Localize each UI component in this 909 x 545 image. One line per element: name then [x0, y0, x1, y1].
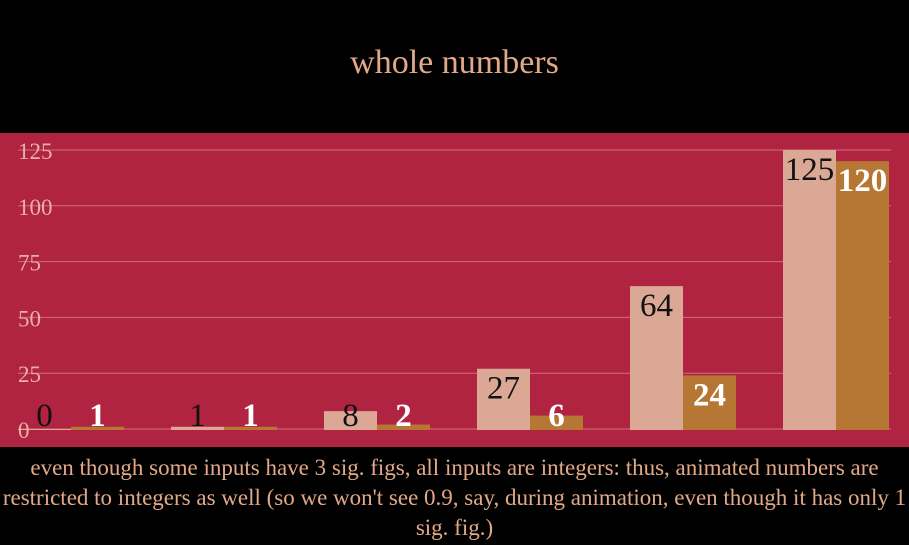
bar-s2-0 — [71, 426, 124, 430]
y-tick-label-1: 25 — [18, 362, 41, 387]
bar-s2-3 — [530, 415, 583, 430]
data-label-s2-4: 24 — [693, 377, 726, 413]
data-label-s1-5: 125 — [785, 152, 835, 188]
y-tick-label-4: 100 — [18, 195, 53, 220]
y-tick-label-3: 75 — [18, 251, 41, 276]
data-label-s2-3: 6 — [548, 398, 565, 434]
bar-s2-4 — [683, 375, 736, 430]
data-label-s1-3: 27 — [487, 371, 520, 407]
bar-s1-2 — [324, 411, 377, 430]
plot-area: 0 25 50 75 100 125 0 1 8 27 64 125 1 1 2 6 24 120 — [0, 133, 909, 447]
data-label-s1-2: 8 — [342, 398, 359, 434]
data-label-s1-0: 0 — [36, 398, 53, 434]
chart-caption: even though some inputs have 3 sig. figs… — [2, 455, 907, 540]
bar-s1-3 — [477, 368, 530, 430]
bar-s2-1 — [224, 426, 277, 430]
bar-s1-5 — [783, 150, 836, 430]
data-label-s1-1: 1 — [189, 398, 206, 434]
chart-title: whole numbers — [350, 44, 559, 81]
y-tick-label-5: 125 — [18, 139, 53, 164]
bar-s1-4 — [630, 286, 683, 430]
bar-s2-5 — [836, 161, 889, 430]
bar-s2-2 — [377, 424, 430, 430]
bar-s1-1 — [171, 426, 224, 430]
data-label-s2-0: 1 — [89, 398, 106, 434]
y-tick-label-0: 0 — [18, 418, 30, 443]
bar-s1-0 — [18, 429, 71, 430]
data-label-s2-5: 120 — [838, 163, 888, 199]
data-label-s2-1: 1 — [242, 398, 259, 434]
data-label-s1-4: 64 — [640, 288, 673, 324]
data-label-s2-2: 2 — [395, 398, 412, 434]
y-tick-label-2: 50 — [18, 306, 41, 331]
